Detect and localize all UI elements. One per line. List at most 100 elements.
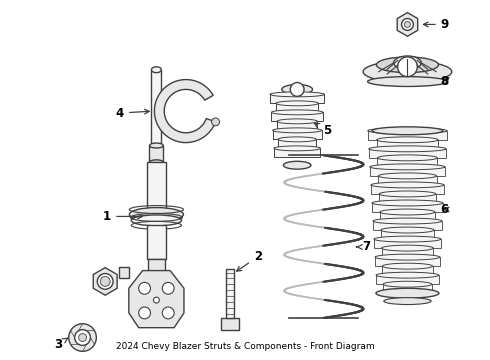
Ellipse shape xyxy=(370,164,445,170)
Circle shape xyxy=(401,18,414,30)
FancyBboxPatch shape xyxy=(382,266,433,275)
FancyBboxPatch shape xyxy=(226,269,234,318)
Ellipse shape xyxy=(382,245,433,251)
Ellipse shape xyxy=(149,160,163,165)
FancyBboxPatch shape xyxy=(370,167,445,176)
Ellipse shape xyxy=(129,208,183,221)
FancyBboxPatch shape xyxy=(271,112,323,121)
Ellipse shape xyxy=(278,137,317,142)
Text: 5: 5 xyxy=(315,123,331,137)
Polygon shape xyxy=(397,13,417,36)
Circle shape xyxy=(139,282,150,294)
Ellipse shape xyxy=(151,67,161,73)
Ellipse shape xyxy=(271,110,323,115)
Polygon shape xyxy=(93,267,117,295)
FancyBboxPatch shape xyxy=(383,284,432,293)
Ellipse shape xyxy=(276,101,318,106)
FancyBboxPatch shape xyxy=(147,162,166,215)
Ellipse shape xyxy=(372,200,443,206)
Circle shape xyxy=(290,82,304,96)
Text: 2024 Chevy Blazer Struts & Components - Front Diagram: 2024 Chevy Blazer Struts & Components - … xyxy=(116,342,374,351)
FancyBboxPatch shape xyxy=(376,275,439,284)
Ellipse shape xyxy=(369,146,446,152)
Circle shape xyxy=(139,307,150,319)
Ellipse shape xyxy=(380,209,435,215)
FancyBboxPatch shape xyxy=(379,194,436,203)
Circle shape xyxy=(162,282,174,294)
FancyBboxPatch shape xyxy=(381,230,434,239)
Circle shape xyxy=(405,22,411,27)
Ellipse shape xyxy=(149,143,163,148)
FancyBboxPatch shape xyxy=(375,257,440,266)
Ellipse shape xyxy=(282,85,313,94)
Ellipse shape xyxy=(377,137,438,143)
FancyBboxPatch shape xyxy=(151,70,161,145)
FancyBboxPatch shape xyxy=(368,131,447,140)
FancyBboxPatch shape xyxy=(377,158,438,167)
Ellipse shape xyxy=(383,281,432,287)
Circle shape xyxy=(98,274,113,289)
Text: 7: 7 xyxy=(356,240,370,253)
FancyBboxPatch shape xyxy=(147,259,165,271)
Polygon shape xyxy=(129,271,184,328)
Circle shape xyxy=(74,330,91,345)
Ellipse shape xyxy=(274,146,320,151)
FancyBboxPatch shape xyxy=(278,139,317,148)
FancyBboxPatch shape xyxy=(274,148,320,157)
FancyBboxPatch shape xyxy=(377,140,438,149)
Ellipse shape xyxy=(393,56,421,70)
Ellipse shape xyxy=(384,298,431,305)
FancyBboxPatch shape xyxy=(378,176,437,185)
Ellipse shape xyxy=(272,128,322,133)
Polygon shape xyxy=(119,267,129,278)
FancyBboxPatch shape xyxy=(149,145,163,162)
FancyBboxPatch shape xyxy=(369,149,446,158)
FancyBboxPatch shape xyxy=(382,248,433,257)
Ellipse shape xyxy=(277,119,318,124)
FancyBboxPatch shape xyxy=(276,103,318,112)
Ellipse shape xyxy=(379,191,436,197)
Ellipse shape xyxy=(363,61,452,82)
Text: 1: 1 xyxy=(103,210,143,223)
Text: 4: 4 xyxy=(116,107,149,120)
FancyBboxPatch shape xyxy=(371,185,444,194)
Ellipse shape xyxy=(368,77,447,86)
Circle shape xyxy=(153,297,159,303)
FancyBboxPatch shape xyxy=(380,212,435,221)
FancyBboxPatch shape xyxy=(221,318,239,330)
FancyBboxPatch shape xyxy=(372,203,443,212)
Text: 6: 6 xyxy=(441,203,449,216)
Ellipse shape xyxy=(373,218,442,224)
Text: 8: 8 xyxy=(441,75,449,88)
FancyBboxPatch shape xyxy=(270,94,324,103)
Ellipse shape xyxy=(368,128,447,134)
Ellipse shape xyxy=(377,155,438,161)
Ellipse shape xyxy=(381,227,434,233)
Ellipse shape xyxy=(131,215,181,226)
Circle shape xyxy=(212,118,220,126)
Ellipse shape xyxy=(376,272,439,278)
Ellipse shape xyxy=(283,161,311,169)
FancyBboxPatch shape xyxy=(272,130,322,139)
FancyBboxPatch shape xyxy=(147,225,166,259)
Circle shape xyxy=(100,276,110,286)
Ellipse shape xyxy=(372,127,443,135)
FancyBboxPatch shape xyxy=(374,239,441,248)
Circle shape xyxy=(69,324,97,351)
Ellipse shape xyxy=(376,288,439,298)
Ellipse shape xyxy=(376,57,439,73)
Ellipse shape xyxy=(374,236,441,242)
Circle shape xyxy=(162,307,174,319)
Polygon shape xyxy=(154,80,216,143)
Circle shape xyxy=(397,57,417,77)
Text: 9: 9 xyxy=(423,18,449,31)
FancyBboxPatch shape xyxy=(373,221,442,230)
Ellipse shape xyxy=(382,263,433,269)
Ellipse shape xyxy=(375,254,440,260)
FancyBboxPatch shape xyxy=(277,121,318,130)
Text: 3: 3 xyxy=(54,338,68,351)
Circle shape xyxy=(78,334,86,342)
Ellipse shape xyxy=(371,182,444,188)
Ellipse shape xyxy=(378,173,437,179)
Ellipse shape xyxy=(270,92,324,97)
